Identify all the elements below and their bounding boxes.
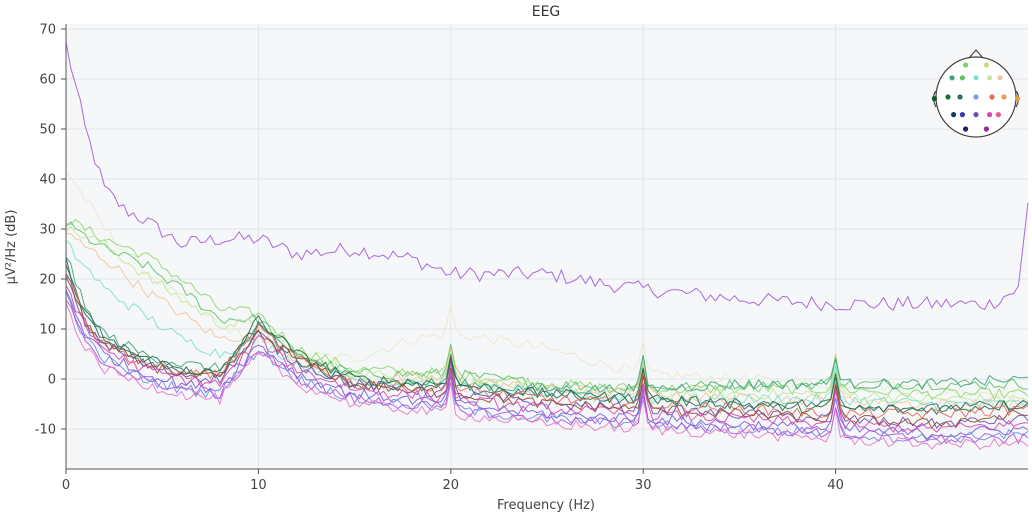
psd-traces: [65, 41, 1029, 450]
y-tick-label: 50: [39, 123, 56, 138]
psd-trace: [65, 302, 1029, 450]
tick-labels: 0 10 20 30 40 -10 0 10 20 30 40 50 60 70: [35, 23, 844, 494]
sensor-dot: [973, 94, 979, 100]
psd-trace: [65, 221, 1029, 394]
nose-outline: [968, 49, 984, 59]
sensor-dot: [959, 75, 966, 81]
sensor-dot: [957, 94, 963, 100]
sensor-dot: [995, 112, 1002, 118]
sensor-dot: [987, 112, 993, 118]
y-tick-label: 60: [39, 73, 56, 88]
x-tick-label: 0: [62, 478, 70, 493]
sensor-dot: [963, 62, 969, 68]
sensor-location-inset: [931, 49, 1021, 138]
y-tick-label: 70: [39, 23, 56, 38]
psd-trace: [65, 299, 1029, 445]
sensor-dot: [1015, 96, 1021, 102]
sensor-dot: [987, 75, 993, 81]
y-tick-label: 20: [39, 273, 56, 288]
plot-area: [66, 24, 1028, 469]
y-tick-label: 30: [39, 223, 56, 238]
x-tick-label: 20: [443, 478, 460, 493]
x-tick-label: 10: [250, 478, 267, 493]
sensor-dot: [983, 62, 990, 68]
x-tick-label: 30: [635, 478, 652, 493]
sensor-dot: [963, 126, 969, 132]
psd-trace: [65, 285, 1029, 433]
x-axis-label: Frequency (Hz): [497, 498, 595, 513]
sensor-dot: [945, 94, 951, 100]
psd-trace: [65, 276, 1029, 430]
sensor-dot: [959, 112, 966, 118]
y-tick-label: 10: [39, 323, 56, 338]
sensor-dot: [989, 94, 995, 100]
sensor-dot: [951, 112, 957, 118]
y-axis-label: µV²/Hz (dB): [4, 210, 19, 285]
psd-trace: [65, 256, 1029, 396]
psd-trace: [65, 225, 1029, 405]
x-tick-label: 40: [827, 478, 844, 493]
sensor-dot: [931, 96, 938, 102]
sensor-dot: [949, 75, 955, 81]
psd-trace: [65, 274, 1029, 429]
sensor-dot: [997, 75, 1003, 81]
sensor-dot: [973, 112, 979, 118]
axes: [61, 24, 1028, 474]
sensor-dot: [983, 126, 990, 132]
psd-trace: [65, 218, 1029, 401]
y-tick-label: 40: [39, 173, 56, 188]
psd-trace: [65, 41, 1029, 312]
chart-title: EEG: [532, 4, 561, 20]
sensor-dot: [1001, 94, 1007, 100]
psd-trace: [65, 264, 1029, 415]
psd-trace: [65, 291, 1029, 445]
sensor-dot: [973, 75, 979, 81]
y-tick-label: -10: [35, 423, 56, 438]
y-tick-label: 0: [48, 373, 56, 388]
psd-trace: [65, 170, 1029, 399]
